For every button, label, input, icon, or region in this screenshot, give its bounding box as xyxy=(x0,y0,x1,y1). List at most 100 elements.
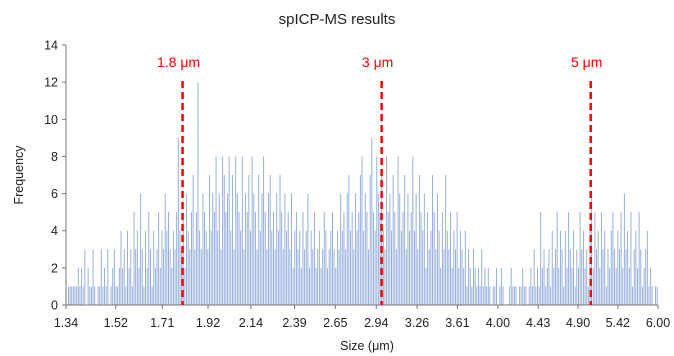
histogram-bar xyxy=(436,193,438,305)
histogram-bar xyxy=(322,249,324,305)
histogram-bar xyxy=(312,249,314,305)
histogram-bar xyxy=(87,267,89,305)
histogram-bar xyxy=(625,249,627,305)
histogram-bar xyxy=(486,286,488,305)
histogram-bar xyxy=(317,249,319,305)
histogram-bar xyxy=(145,230,146,305)
histogram-bar xyxy=(579,212,581,305)
histogram-bar xyxy=(107,249,109,305)
histogram-bar xyxy=(343,212,345,305)
histogram-bar xyxy=(266,249,268,305)
histogram-bar xyxy=(172,230,174,305)
histogram-bar xyxy=(561,249,563,305)
histogram-bar xyxy=(422,230,424,305)
histogram-bar xyxy=(305,230,307,305)
histogram-bar xyxy=(640,249,642,305)
histogram-bar xyxy=(227,193,228,305)
histogram-bar xyxy=(402,212,404,305)
histogram-bar xyxy=(581,249,583,305)
histogram-bar xyxy=(556,212,558,305)
y-tick-label: 8 xyxy=(51,150,58,164)
size-marker-label: 1.8 μm xyxy=(157,54,200,70)
histogram-bar xyxy=(425,267,427,305)
size-marker-label: 3 μm xyxy=(362,54,393,70)
histogram-bar xyxy=(459,230,461,305)
histogram-bar xyxy=(133,212,135,305)
histogram-bar xyxy=(284,193,286,305)
histogram-bar xyxy=(135,249,137,305)
histogram-bar xyxy=(435,249,437,305)
histogram-bar xyxy=(617,230,619,305)
histogram-bar xyxy=(281,212,283,305)
histogram-bar xyxy=(250,230,251,305)
histogram-bar xyxy=(110,286,112,305)
y-tick-label: 10 xyxy=(44,113,58,127)
histogram-bar xyxy=(74,286,76,305)
histogram-bar xyxy=(605,286,607,305)
histogram-bar xyxy=(143,286,145,305)
histogram-bar xyxy=(209,175,210,305)
histogram-bar xyxy=(632,286,634,305)
histogram-bar xyxy=(456,212,458,305)
histogram-bar xyxy=(476,286,478,305)
histogram-bar xyxy=(559,230,561,305)
histogram-bar xyxy=(404,175,406,305)
histogram-bar xyxy=(414,230,415,305)
histogram-bar xyxy=(368,249,370,305)
histogram-bar xyxy=(525,286,527,305)
histogram-bar xyxy=(102,286,104,305)
histogram-bar xyxy=(586,249,588,305)
histogram-bar xyxy=(148,212,150,305)
histogram-bar xyxy=(122,267,124,305)
histogram-bar xyxy=(614,249,615,305)
histogram-bar xyxy=(384,249,386,305)
histogram-bar xyxy=(518,286,520,305)
histogram-bar xyxy=(440,267,442,305)
histogram-bar xyxy=(599,267,601,305)
histogram-bar xyxy=(643,267,645,305)
histogram-bar xyxy=(351,212,353,305)
histogram-bar xyxy=(269,175,271,305)
histogram-bar xyxy=(212,193,214,305)
histogram-bar xyxy=(512,286,514,305)
histogram-bar xyxy=(481,249,483,305)
histogram-bar xyxy=(223,175,225,305)
histogram-bar xyxy=(622,267,624,305)
histogram-bar xyxy=(509,286,511,305)
histogram-bar xyxy=(389,193,391,305)
histogram-bar xyxy=(463,267,465,305)
histogram-bar xyxy=(471,286,473,305)
histogram-bar xyxy=(356,230,358,305)
histogram-bar xyxy=(576,249,578,305)
x-tick-label: 2.65 xyxy=(323,316,347,330)
histogram-bar xyxy=(473,249,474,305)
histogram-bar xyxy=(76,286,78,305)
histogram-bar xyxy=(315,267,317,305)
histogram-bar xyxy=(313,212,315,305)
histogram-bar xyxy=(520,286,522,305)
histogram-bar xyxy=(573,230,575,305)
histogram-bar xyxy=(410,212,412,305)
x-tick-label: 3.26 xyxy=(405,316,429,330)
histogram-bar xyxy=(609,267,611,305)
histogram-bar xyxy=(528,286,530,305)
x-axis-label: Size (μm) xyxy=(340,339,394,353)
histogram-bar xyxy=(304,249,306,305)
histogram-bar xyxy=(81,267,83,305)
histogram-bar xyxy=(655,286,656,305)
histogram-bar xyxy=(112,267,114,305)
histogram-bar xyxy=(140,193,142,305)
histogram-bar xyxy=(82,286,84,305)
histogram-bar xyxy=(530,267,532,305)
histogram-bar xyxy=(432,175,433,305)
x-tick-label: 2.39 xyxy=(282,316,306,330)
histogram-bar xyxy=(566,267,568,305)
histogram-bar xyxy=(302,212,304,305)
histogram-bar xyxy=(584,267,586,305)
histogram-bar xyxy=(543,249,545,305)
histogram-bar xyxy=(427,212,429,305)
histogram-bar xyxy=(407,193,409,305)
histogram-bar xyxy=(474,267,476,305)
histogram-bar xyxy=(423,193,425,305)
